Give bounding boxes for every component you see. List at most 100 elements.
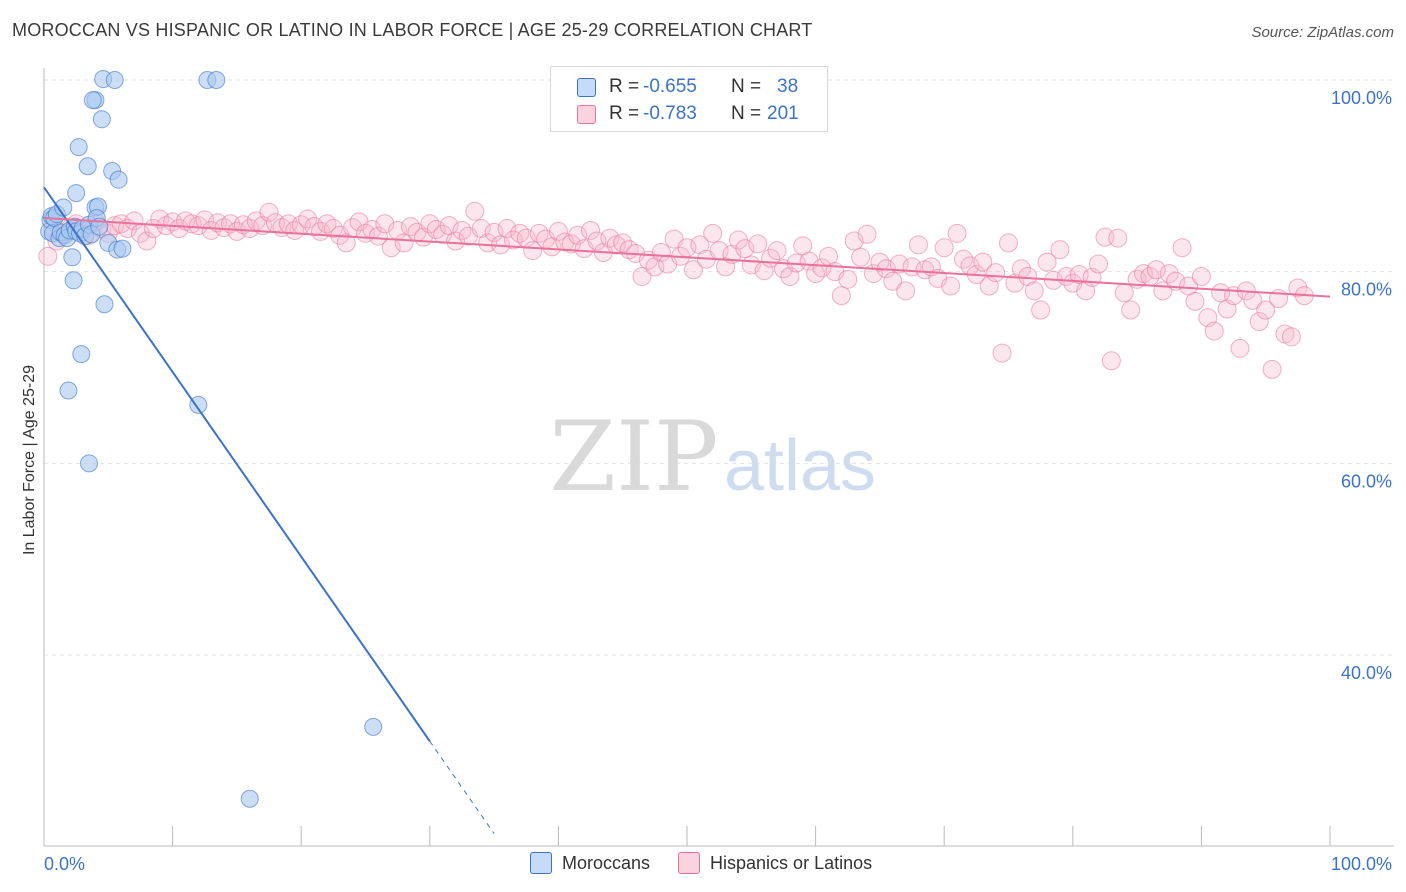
y-tick-label: 100.0% bbox=[1331, 88, 1392, 108]
hispanic-point bbox=[838, 269, 858, 289]
hispanic-point bbox=[934, 238, 954, 258]
moroccan-point bbox=[80, 454, 99, 473]
hispanic-point bbox=[169, 219, 189, 239]
hispanic-point bbox=[986, 263, 1006, 283]
stats-legend: R = -0.655 N = 38 R = -0.783 N = 201 bbox=[550, 66, 828, 132]
moroccan-point bbox=[59, 381, 78, 400]
hispanic-point bbox=[683, 260, 703, 280]
moroccan-point bbox=[105, 71, 124, 89]
hispanic-point bbox=[883, 271, 903, 291]
hispanic-point bbox=[548, 221, 568, 241]
hispanic-point bbox=[1146, 260, 1166, 280]
hispanic-trend-line bbox=[43, 217, 1331, 298]
hispanic-point bbox=[690, 235, 710, 255]
moroccan-n-label: N = bbox=[731, 76, 762, 97]
hispanic-point bbox=[716, 257, 736, 277]
hispanic-point bbox=[394, 233, 414, 253]
hispanic-point bbox=[857, 224, 877, 244]
chart-title: MOROCCAN VS HISPANIC OR LATINO IN LABOR … bbox=[12, 20, 813, 40]
moroccan-point bbox=[95, 295, 114, 314]
hispanic-point bbox=[465, 201, 485, 221]
moroccan-point bbox=[72, 345, 91, 364]
hispanic-point bbox=[1262, 359, 1282, 379]
moroccan-n-value: 38 bbox=[777, 76, 799, 97]
hispanic-point bbox=[947, 223, 967, 243]
hispanic-point bbox=[1249, 312, 1269, 331]
source-label: Source: ZipAtlas.com bbox=[1251, 24, 1394, 41]
hispanic-point bbox=[38, 246, 58, 266]
moroccan-r-value: -0.655 bbox=[643, 76, 697, 97]
hispanic-point bbox=[259, 202, 279, 222]
hispanic-n-value: 201 bbox=[767, 103, 799, 124]
hispanic-point bbox=[651, 243, 671, 262]
hispanic-point bbox=[1172, 238, 1192, 258]
y-axis-label: In Labor Force | Age 25-29 bbox=[21, 364, 38, 556]
hispanic-swatch bbox=[577, 105, 596, 124]
moroccan-point bbox=[364, 717, 383, 736]
hispanic-point bbox=[523, 241, 543, 261]
hispanic-point bbox=[812, 258, 832, 278]
hispanic-point bbox=[471, 219, 491, 239]
watermark-atlas: atlas bbox=[724, 426, 876, 506]
moroccan-point bbox=[78, 157, 97, 176]
hispanic-point bbox=[1108, 228, 1128, 248]
hispanic-point bbox=[851, 247, 871, 267]
hispanic-n-label: N = bbox=[731, 103, 762, 124]
hispanic-point bbox=[735, 239, 755, 259]
hispanic-point bbox=[124, 211, 144, 231]
hispanic-point bbox=[137, 231, 157, 251]
hispanic-point bbox=[767, 241, 787, 261]
hispanic-point bbox=[1185, 291, 1205, 311]
hispanic-point bbox=[1037, 252, 1057, 272]
moroccan-point bbox=[240, 789, 259, 808]
hispanic-point bbox=[1204, 321, 1224, 341]
hispanic-point bbox=[908, 235, 928, 255]
moroccan-point bbox=[83, 91, 102, 110]
hispanic-point bbox=[896, 281, 916, 301]
moroccan-swatch bbox=[577, 78, 596, 97]
moroccan-points bbox=[40, 70, 383, 808]
legend-swatch-hispanics bbox=[678, 852, 701, 874]
hispanic-point bbox=[831, 286, 851, 306]
hispanic-point bbox=[1288, 278, 1308, 298]
hispanic-point bbox=[1114, 283, 1134, 303]
hispanic-point bbox=[1121, 300, 1141, 320]
hispanic-point bbox=[1256, 300, 1276, 320]
grid-lines bbox=[44, 79, 1394, 656]
hispanic-point bbox=[446, 231, 466, 251]
hispanic-point bbox=[941, 276, 961, 296]
moroccan-point bbox=[189, 395, 208, 414]
legend-item-hispanics: Hispanics or Latinos bbox=[678, 852, 872, 874]
hispanic-point bbox=[992, 343, 1012, 363]
moroccan-point bbox=[64, 271, 83, 290]
hispanic-point bbox=[1018, 266, 1038, 286]
hispanic-point bbox=[298, 209, 318, 229]
hispanic-point bbox=[1191, 266, 1211, 286]
hispanic-point bbox=[1024, 281, 1044, 301]
watermark-zip: ZIP bbox=[549, 401, 718, 513]
hispanic-point bbox=[748, 234, 768, 254]
hispanic-point bbox=[581, 220, 601, 240]
hispanic-point bbox=[497, 219, 517, 239]
hispanic-point bbox=[1230, 338, 1250, 358]
moroccan-point bbox=[92, 110, 111, 129]
hispanic-point bbox=[973, 252, 993, 272]
moroccan-r-label: R = bbox=[609, 76, 640, 97]
hispanic-point bbox=[1166, 271, 1186, 291]
trend-lines bbox=[43, 186, 1331, 834]
hispanic-point bbox=[632, 266, 652, 286]
hispanic-r-value: -0.783 bbox=[643, 103, 697, 124]
x-tick-label: 100.0% bbox=[1331, 854, 1392, 874]
moroccan-point bbox=[207, 71, 226, 89]
hispanic-point bbox=[484, 222, 504, 242]
moroccan-point bbox=[109, 170, 128, 189]
hispanic-r-label: R = bbox=[609, 103, 640, 124]
hispanic-point bbox=[368, 226, 388, 246]
hispanic-point bbox=[999, 233, 1018, 253]
hispanic-point bbox=[1101, 351, 1121, 371]
moroccan-trend-extension bbox=[429, 740, 495, 834]
legend-label-hispanics: Hispanics or Latinos bbox=[710, 852, 873, 873]
moroccan-point bbox=[63, 248, 82, 267]
series-legend: Moroccans Hispanics or Latinos bbox=[530, 852, 872, 874]
